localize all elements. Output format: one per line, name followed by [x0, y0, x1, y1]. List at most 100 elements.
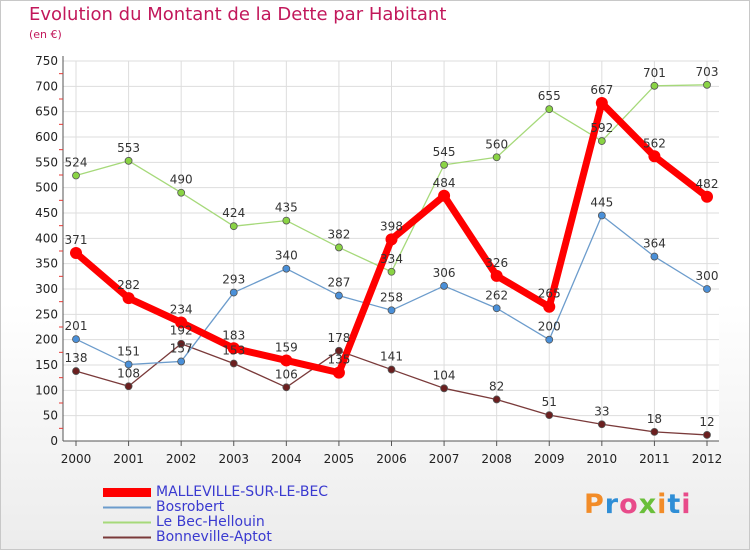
data-point	[490, 269, 503, 282]
data-point	[650, 81, 659, 90]
data-point	[440, 282, 448, 290]
y-tick-label: 0	[50, 434, 58, 448]
y-tick-label: 600	[35, 130, 58, 144]
data-point	[280, 354, 293, 367]
y-tick-label: 700	[35, 79, 58, 93]
x-tick-label: 2010	[587, 452, 618, 466]
data-point	[543, 300, 556, 313]
data-point	[229, 359, 238, 368]
x-tick-label: 2000	[61, 452, 92, 466]
data-label: 553	[117, 141, 140, 155]
data-label: 445	[590, 196, 613, 210]
data-point	[703, 80, 711, 89]
data-label: 703	[696, 65, 719, 79]
data-label: 545	[433, 145, 456, 159]
data-point	[70, 247, 82, 260]
data-label: 282	[117, 278, 140, 292]
data-label: 287	[327, 276, 350, 290]
y-tick-label: 300	[35, 282, 58, 296]
data-label: 141	[380, 350, 403, 364]
data-point	[229, 222, 238, 231]
data-point	[335, 346, 343, 355]
data-point	[597, 137, 606, 145]
data-label: 326	[485, 256, 508, 270]
y-tick-label: 750	[35, 54, 58, 68]
data-label: 364	[643, 237, 666, 251]
x-tick-label: 2008	[481, 452, 512, 466]
chart-title: Evolution du Montant de la Dette par Hab…	[29, 4, 447, 25]
data-label: 340	[275, 249, 298, 263]
data-point	[282, 216, 291, 225]
data-label: 18	[647, 412, 662, 426]
legend-label: MALLEVILLE-SUR-LE-BEC	[156, 484, 329, 500]
data-point	[492, 153, 501, 162]
data-point	[440, 384, 448, 393]
data-point	[492, 304, 501, 313]
data-label: 701	[643, 66, 666, 80]
y-tick-label: 50	[43, 409, 58, 423]
data-label: 106	[275, 367, 298, 381]
data-label: 293	[222, 273, 245, 287]
legend-swatch-bonneville-aptot	[103, 536, 151, 539]
data-point	[335, 291, 343, 300]
data-label: 183	[222, 328, 245, 342]
chart-unit: (en €)	[29, 28, 62, 41]
data-labels: 371 282 234 183 159 135 398 484 326 265 667 562 482 2…	[65, 65, 719, 429]
x-tick-label: 2003	[218, 452, 249, 466]
legend-label: Bosrobert	[156, 499, 225, 515]
data-point	[650, 252, 659, 261]
data-label: 159	[275, 340, 298, 354]
data-label: 258	[380, 290, 403, 304]
data-label: 560	[485, 137, 508, 151]
y-tick-label: 400	[35, 231, 58, 245]
axes: 0 50 100 150 200 250 300 350 400 450 500 550 600 650 7…	[35, 54, 722, 466]
data-point	[124, 382, 133, 391]
x-tick-label: 2009	[534, 452, 565, 466]
data-point	[332, 366, 345, 379]
data-label: 192	[170, 324, 193, 338]
data-point	[650, 427, 659, 436]
x-tick-label: 2006	[376, 452, 407, 466]
data-label: 592	[590, 121, 613, 135]
data-label: 562	[643, 136, 666, 150]
data-label: 655	[538, 89, 561, 103]
data-point	[282, 264, 291, 273]
data-point	[177, 188, 186, 197]
data-label: 490	[170, 173, 193, 187]
data-label: 33	[594, 404, 609, 418]
data-point	[597, 420, 606, 429]
data-label: 201	[65, 319, 88, 333]
data-label: 424	[222, 206, 245, 220]
data-label: 135	[327, 353, 350, 367]
series-lines	[70, 80, 713, 439]
data-point	[385, 233, 398, 246]
data-point	[703, 285, 711, 293]
data-point	[545, 411, 554, 420]
y-tick-label: 100	[35, 383, 58, 397]
y-tick-label: 450	[35, 206, 58, 220]
x-tick-label: 2012	[692, 452, 723, 466]
y-tick-label: 250	[35, 307, 58, 321]
data-point	[72, 171, 80, 180]
y-tick-label: 650	[35, 105, 58, 119]
data-point	[227, 342, 240, 355]
data-label: 200	[538, 320, 561, 334]
data-label: 398	[380, 219, 403, 233]
data-point	[124, 156, 133, 165]
data-label: 51	[542, 395, 557, 409]
data-label: 178	[327, 331, 350, 345]
data-point	[438, 189, 451, 202]
data-label: 524	[65, 156, 88, 170]
x-tick-label: 2005	[324, 452, 355, 466]
y-tick-label: 200	[35, 333, 58, 347]
data-label: 82	[489, 379, 504, 393]
data-label: 12	[699, 415, 714, 429]
data-label: 482	[696, 177, 719, 191]
data-point	[177, 339, 186, 348]
data-point	[282, 383, 291, 392]
data-point	[177, 357, 186, 366]
data-label: 108	[117, 366, 140, 380]
x-tick-label: 2001	[113, 452, 144, 466]
